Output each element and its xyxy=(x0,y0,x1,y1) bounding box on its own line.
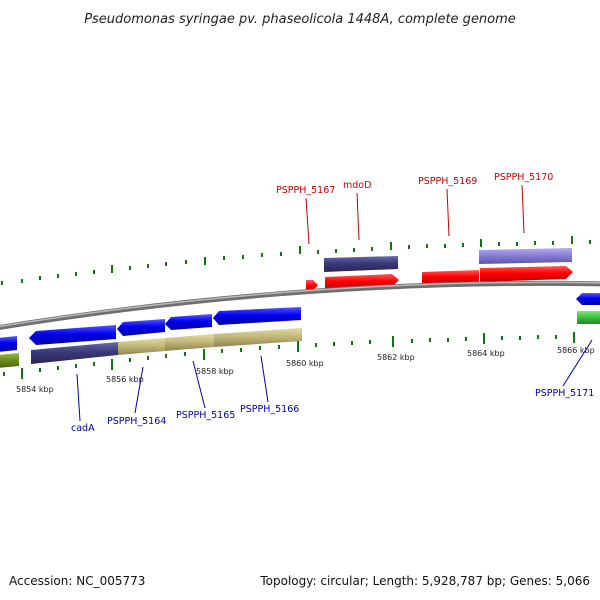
forward-strand-genes xyxy=(306,248,573,292)
scale-label: 5864 kbp xyxy=(467,349,505,358)
scale-label: 5862 kbp xyxy=(377,353,415,362)
gene-PSPPH_5164[interactable] xyxy=(118,338,165,355)
gene-cadA-upper[interactable] xyxy=(29,325,116,345)
gene-PSPPH_5171[interactable] xyxy=(577,311,600,324)
gene-label-mdoD[interactable]: mdoD xyxy=(343,180,371,191)
gene-label-PSPPH_5171[interactable]: PSPPH_5171 xyxy=(535,388,594,399)
gene-PSPPH_5167[interactable] xyxy=(306,280,318,292)
gene-cadA[interactable] xyxy=(31,342,118,364)
gene-left-partial-olive[interactable] xyxy=(0,353,19,368)
gene-PSPPH_5166-upper[interactable] xyxy=(213,307,301,325)
gene-label-PSPPH_5169[interactable]: PSPPH_5169 xyxy=(418,176,477,187)
scale-label: 5858 kbp xyxy=(196,367,234,376)
gene-label-PSPPH_5165[interactable]: PSPPH_5165 xyxy=(176,410,235,421)
bottom-label-leaders xyxy=(76,339,593,422)
scale-label: 5856 kbp xyxy=(106,375,144,384)
gene-left-partial-blue[interactable] xyxy=(0,336,17,352)
bottom-gene-labels: cadA PSPPH_5164 PSPPH_5165 PSPPH_5166 PS… xyxy=(71,388,594,434)
gene-PSPPH_5170-upper[interactable] xyxy=(479,248,572,264)
gene-label-PSPPH_5167[interactable]: PSPPH_5167 xyxy=(276,185,335,196)
outer-tick-ruler xyxy=(1,236,591,285)
gene-PSPPH_5171-upper[interactable] xyxy=(576,293,600,305)
gene-label-cadA[interactable]: cadA xyxy=(71,423,95,434)
gene-label-PSPPH_5164[interactable]: PSPPH_5164 xyxy=(107,416,166,427)
gene-mdoD-upper[interactable] xyxy=(324,256,398,272)
scale-label: 5860 kbp xyxy=(286,359,324,368)
map-title: Pseudomonas syringae pv. phaseolicola 14… xyxy=(84,12,516,27)
gene-PSPPH_5164-upper[interactable] xyxy=(117,319,165,336)
inner-tick-ruler xyxy=(3,332,575,379)
gene-PSPPH_5165-upper[interactable] xyxy=(165,314,212,330)
accession-text: Accession: NC_005773 xyxy=(9,574,145,588)
scale-label: 5854 kbp xyxy=(16,385,54,394)
reverse-strand-genes xyxy=(0,293,600,368)
genome-summary-text: Topology: circular; Length: 5,928,787 bp… xyxy=(259,574,590,588)
gene-label-PSPPH_5166[interactable]: PSPPH_5166 xyxy=(240,404,299,415)
gene-PSPPH_5170[interactable] xyxy=(480,266,573,282)
top-label-leaders xyxy=(305,184,525,245)
gene-label-PSPPH_5170[interactable]: PSPPH_5170 xyxy=(494,172,553,183)
scale-labels: 5854 kbp 5856 kbp 5858 kbp 5860 kbp 5862… xyxy=(16,346,595,394)
gene-PSPPH_5166[interactable] xyxy=(214,328,302,347)
gene-PSPPH_5169[interactable] xyxy=(422,270,479,285)
top-gene-labels: PSPPH_5167 mdoD PSPPH_5169 PSPPH_5170 xyxy=(276,172,553,196)
gene-PSPPH_5165[interactable] xyxy=(165,334,214,351)
scale-label: 5866 kbp xyxy=(557,346,595,355)
genome-backbone xyxy=(0,280,600,330)
